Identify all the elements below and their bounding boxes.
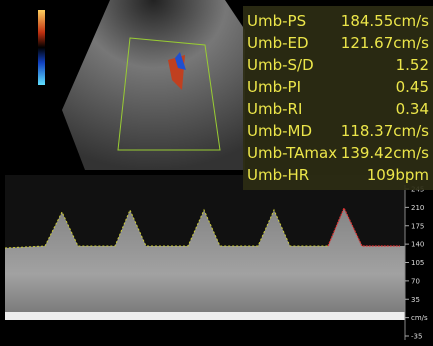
measurement-row: Umb-HR 109bpm bbox=[247, 164, 429, 186]
ultrasound-screen: 2452101751401057035cm/s-35 Umb-PS184.55c… bbox=[0, 0, 433, 346]
measurement-value: 184.55cm/s bbox=[341, 10, 429, 32]
scale-label: 35 bbox=[411, 296, 420, 304]
scale-label: 70 bbox=[411, 277, 420, 285]
scale-label: 175 bbox=[411, 222, 424, 230]
b-mode-fan bbox=[62, 0, 245, 170]
measurement-label: Umb-ED bbox=[247, 32, 309, 54]
scale-label: 140 bbox=[411, 241, 424, 249]
measurement-label: Umb-S/D bbox=[247, 54, 314, 76]
scale-label: -35 bbox=[411, 333, 422, 341]
measurement-table: Umb-PS 184.55cm/s Umb-ED 121.67cm/s Umb-S/D 1… bbox=[243, 6, 433, 190]
doppler-spectrum bbox=[5, 208, 405, 318]
measurement-value: 109bpm bbox=[367, 164, 429, 186]
measurement-row: Umb-PI 0.45 bbox=[247, 76, 429, 98]
measurement-row: Umb-MD 118.37cm/s bbox=[247, 120, 429, 142]
measurement-row: Umb-ED 121.67cm/s bbox=[247, 32, 429, 54]
measurement-label: Umb-TAmax bbox=[247, 142, 337, 164]
measurement-row: Umb-RI 0.34 bbox=[247, 98, 429, 120]
measurement-label: Umb-HR bbox=[247, 164, 309, 186]
measurement-value: 118.37cm/s bbox=[341, 120, 429, 142]
scale-label: cm/s bbox=[411, 314, 428, 322]
measurement-value: 121.67cm/s bbox=[341, 32, 429, 54]
scale-label: 105 bbox=[411, 259, 424, 267]
measurement-value: 0.45 bbox=[396, 76, 429, 98]
measurement-value: 0.34 bbox=[396, 98, 429, 120]
measurement-value: 1.52 bbox=[396, 54, 429, 76]
measurement-label: Umb-PI bbox=[247, 76, 301, 98]
measurement-row: Umb-S/D 1.52 bbox=[247, 54, 429, 76]
measurement-label: Umb-PS bbox=[247, 10, 306, 32]
scale-label: 210 bbox=[411, 204, 424, 212]
color-bar bbox=[38, 10, 45, 85]
measurement-label: Umb-RI bbox=[247, 98, 302, 120]
baseline bbox=[5, 312, 405, 320]
measurement-label: Umb-MD bbox=[247, 120, 312, 142]
measurement-row: Umb-PS 184.55cm/s bbox=[247, 10, 429, 32]
scale: 2452101751401057035cm/s-35 bbox=[405, 186, 428, 341]
measurement-value: 139.42cm/s bbox=[341, 142, 429, 164]
